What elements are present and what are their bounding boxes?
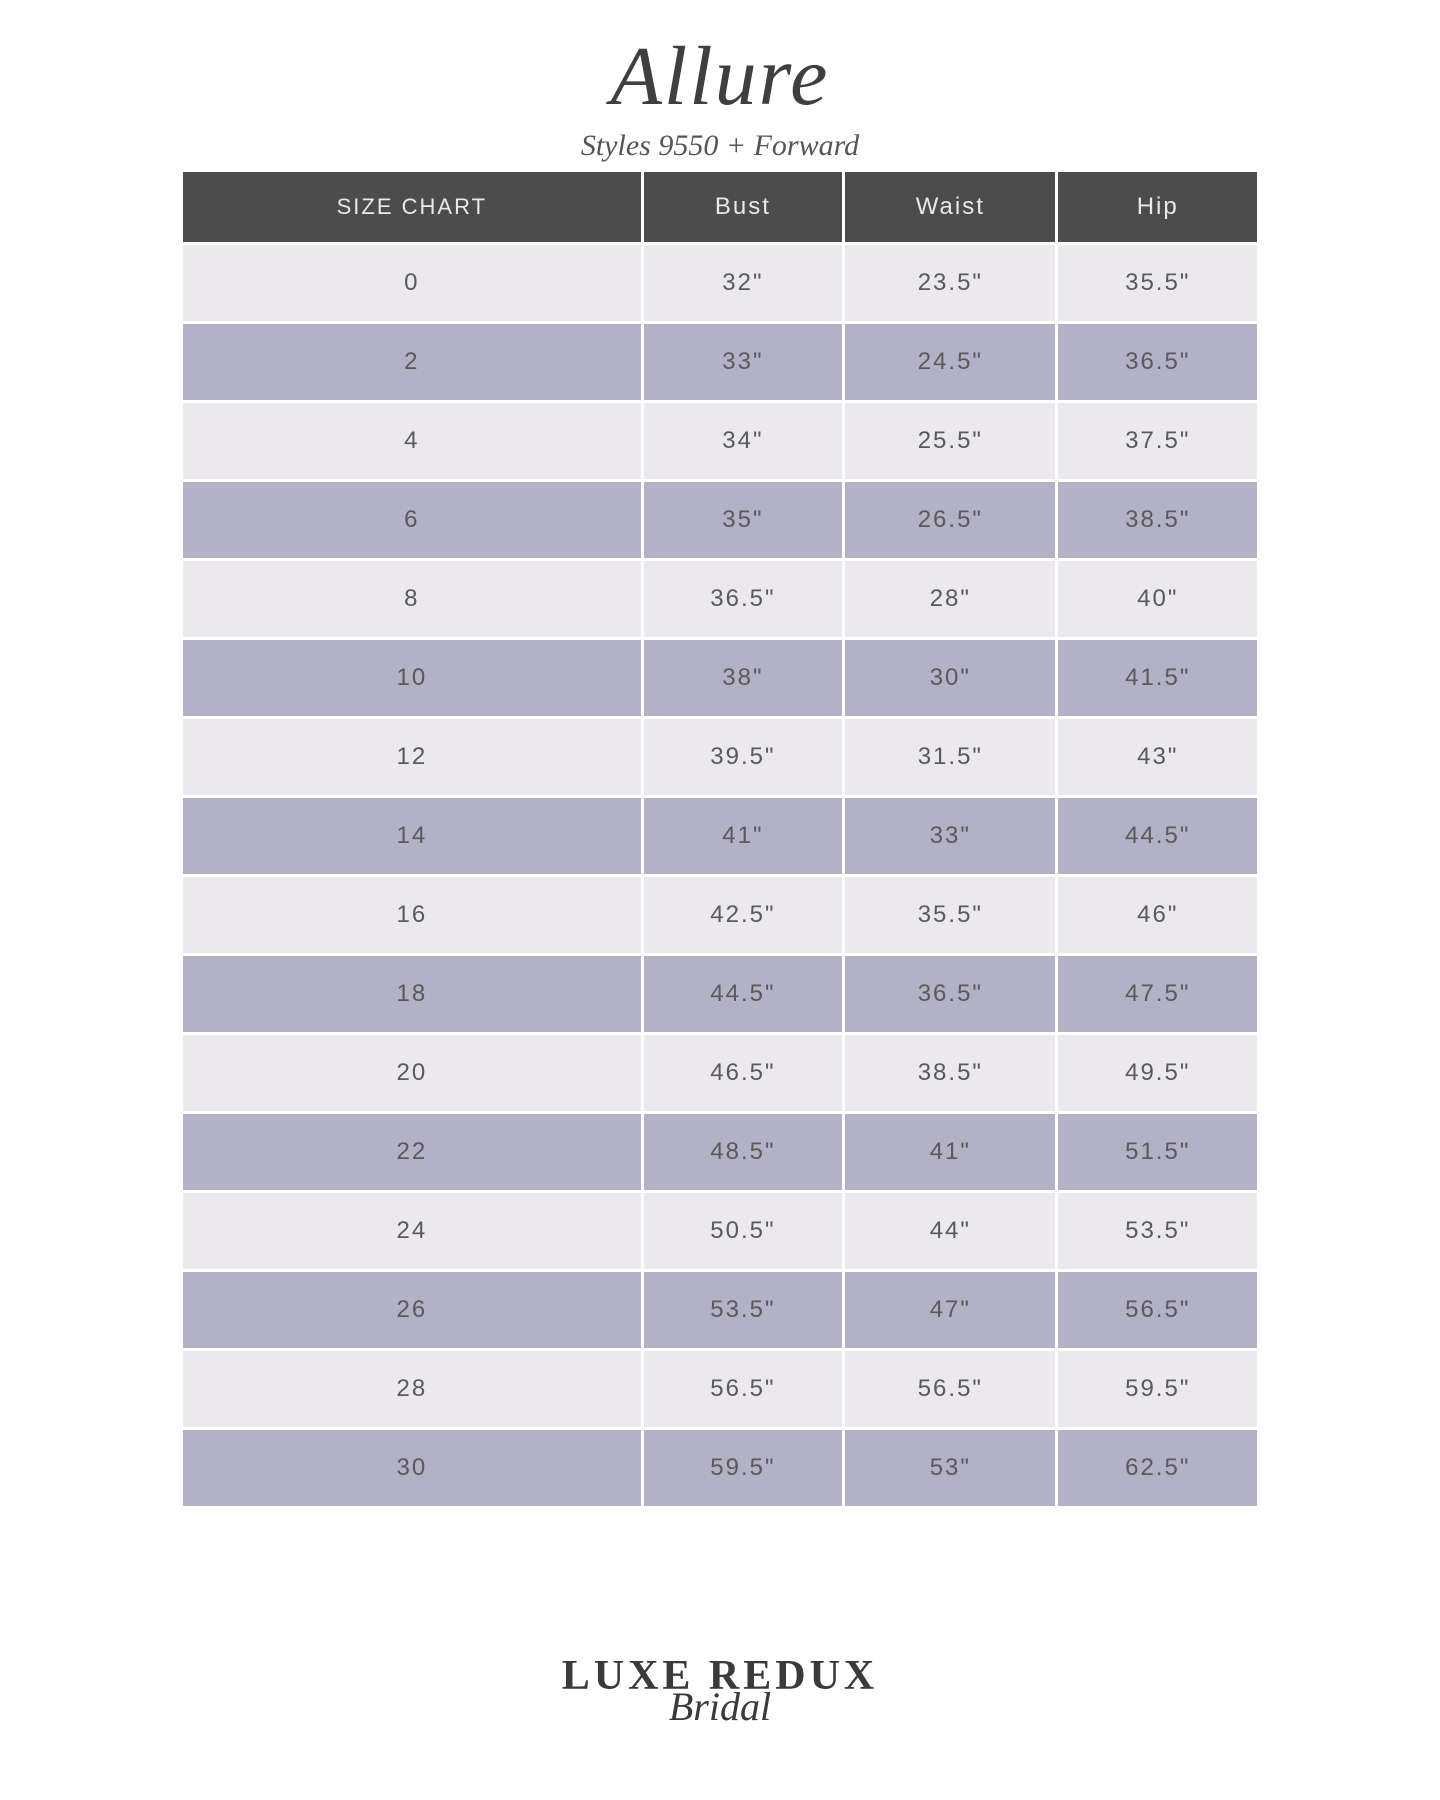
cell-hip: 51.5" — [1058, 1114, 1257, 1190]
cell-hip: 36.5" — [1058, 324, 1257, 400]
size-chart-table: SIZE CHART Bust Waist Hip 032"23.5"35.5"… — [180, 169, 1260, 1509]
table-header-row: SIZE CHART Bust Waist Hip — [183, 172, 1257, 242]
cell-size: 2 — [183, 324, 641, 400]
cell-hip: 37.5" — [1058, 403, 1257, 479]
cell-waist: 31.5" — [845, 719, 1055, 795]
cell-bust: 59.5" — [644, 1430, 843, 1506]
cell-bust: 38" — [644, 640, 843, 716]
cell-hip: 44.5" — [1058, 798, 1257, 874]
cell-waist: 26.5" — [845, 482, 1055, 558]
cell-size: 20 — [183, 1035, 641, 1111]
cell-waist: 23.5" — [845, 245, 1055, 321]
table-row: 2450.5"44"53.5" — [183, 1193, 1257, 1269]
cell-bust: 34" — [644, 403, 843, 479]
cell-size: 22 — [183, 1114, 641, 1190]
cell-hip: 43" — [1058, 719, 1257, 795]
cell-bust: 44.5" — [644, 956, 843, 1032]
cell-size: 8 — [183, 561, 641, 637]
table-row: 434"25.5"37.5" — [183, 403, 1257, 479]
table-row: 2856.5"56.5"59.5" — [183, 1351, 1257, 1427]
cell-hip: 56.5" — [1058, 1272, 1257, 1348]
col-size: SIZE CHART — [183, 172, 641, 242]
brand-title: Allure — [611, 28, 830, 125]
cell-bust: 50.5" — [644, 1193, 843, 1269]
cell-size: 10 — [183, 640, 641, 716]
cell-hip: 35.5" — [1058, 245, 1257, 321]
table-row: 1441"33"44.5" — [183, 798, 1257, 874]
cell-hip: 59.5" — [1058, 1351, 1257, 1427]
cell-hip: 38.5" — [1058, 482, 1257, 558]
footer-logo: LUXE REDUX Bridal — [0, 1655, 1440, 1730]
cell-size: 30 — [183, 1430, 641, 1506]
cell-hip: 41.5" — [1058, 640, 1257, 716]
cell-bust: 46.5" — [644, 1035, 843, 1111]
cell-bust: 42.5" — [644, 877, 843, 953]
table-row: 2653.5"47"56.5" — [183, 1272, 1257, 1348]
cell-waist: 56.5" — [845, 1351, 1055, 1427]
cell-size: 18 — [183, 956, 641, 1032]
cell-bust: 56.5" — [644, 1351, 843, 1427]
col-hip: Hip — [1058, 172, 1257, 242]
cell-waist: 44" — [845, 1193, 1055, 1269]
cell-waist: 25.5" — [845, 403, 1055, 479]
table-row: 635"26.5"38.5" — [183, 482, 1257, 558]
cell-size: 28 — [183, 1351, 641, 1427]
cell-waist: 47" — [845, 1272, 1055, 1348]
table-row: 1844.5"36.5"47.5" — [183, 956, 1257, 1032]
cell-waist: 33" — [845, 798, 1055, 874]
cell-bust: 39.5" — [644, 719, 843, 795]
table-row: 032"23.5"35.5" — [183, 245, 1257, 321]
table-row: 1239.5"31.5"43" — [183, 719, 1257, 795]
cell-hip: 47.5" — [1058, 956, 1257, 1032]
table-row: 2248.5"41"51.5" — [183, 1114, 1257, 1190]
cell-waist: 53" — [845, 1430, 1055, 1506]
cell-hip: 62.5" — [1058, 1430, 1257, 1506]
cell-bust: 33" — [644, 324, 843, 400]
table-row: 1038"30"41.5" — [183, 640, 1257, 716]
cell-waist: 24.5" — [845, 324, 1055, 400]
cell-bust: 53.5" — [644, 1272, 843, 1348]
cell-size: 6 — [183, 482, 641, 558]
col-bust: Bust — [644, 172, 843, 242]
cell-size: 12 — [183, 719, 641, 795]
table-row: 836.5"28"40" — [183, 561, 1257, 637]
cell-size: 14 — [183, 798, 641, 874]
cell-size: 24 — [183, 1193, 641, 1269]
cell-bust: 32" — [644, 245, 843, 321]
footer-brand-script: Bridal — [0, 1683, 1440, 1730]
cell-size: 0 — [183, 245, 641, 321]
table-row: 3059.5"53"62.5" — [183, 1430, 1257, 1506]
cell-size: 26 — [183, 1272, 641, 1348]
cell-bust: 41" — [644, 798, 843, 874]
cell-waist: 30" — [845, 640, 1055, 716]
cell-waist: 36.5" — [845, 956, 1055, 1032]
table-row: 1642.5"35.5"46" — [183, 877, 1257, 953]
cell-hip: 40" — [1058, 561, 1257, 637]
cell-bust: 35" — [644, 482, 843, 558]
cell-size: 4 — [183, 403, 641, 479]
cell-waist: 28" — [845, 561, 1055, 637]
table-row: 2046.5"38.5"49.5" — [183, 1035, 1257, 1111]
cell-hip: 53.5" — [1058, 1193, 1257, 1269]
cell-waist: 35.5" — [845, 877, 1055, 953]
cell-waist: 41" — [845, 1114, 1055, 1190]
cell-waist: 38.5" — [845, 1035, 1055, 1111]
col-waist: Waist — [845, 172, 1055, 242]
cell-hip: 49.5" — [1058, 1035, 1257, 1111]
cell-hip: 46" — [1058, 877, 1257, 953]
cell-bust: 48.5" — [644, 1114, 843, 1190]
cell-size: 16 — [183, 877, 641, 953]
table-row: 233"24.5"36.5" — [183, 324, 1257, 400]
subtitle: Styles 9550 + Forward — [581, 129, 859, 163]
cell-bust: 36.5" — [644, 561, 843, 637]
